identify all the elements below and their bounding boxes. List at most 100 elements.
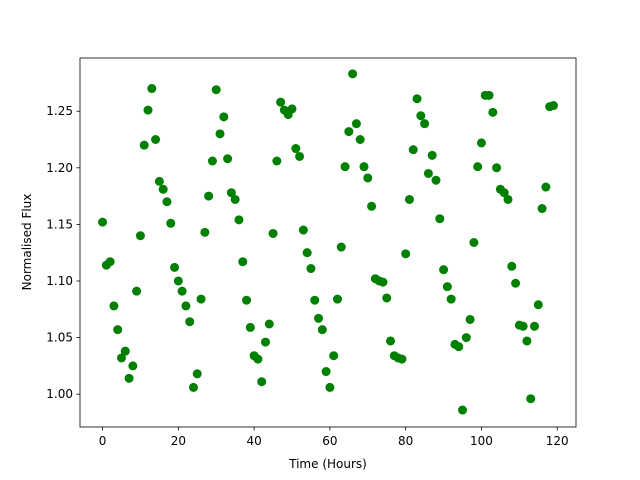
point: [253, 354, 263, 364]
y-tick-label: 1.05: [46, 331, 73, 345]
point: [420, 119, 430, 129]
point: [181, 301, 191, 311]
point: [226, 188, 236, 198]
point: [458, 405, 468, 415]
point: [234, 215, 244, 225]
point: [185, 317, 195, 327]
plot-frame: [79, 57, 577, 428]
point: [238, 257, 248, 267]
point: [317, 325, 327, 335]
point: [147, 84, 157, 94]
point: [264, 319, 274, 329]
point: [348, 69, 358, 79]
point: [276, 97, 286, 107]
point: [511, 278, 521, 288]
point: [124, 373, 134, 383]
point: [295, 151, 305, 161]
point: [461, 333, 471, 343]
point: [211, 85, 221, 95]
point: [162, 197, 172, 207]
point: [355, 134, 365, 144]
point: [245, 322, 255, 332]
point: [344, 127, 354, 137]
x-tick-label: 40: [246, 434, 261, 448]
point: [386, 336, 396, 346]
point: [177, 286, 187, 296]
point: [151, 134, 161, 144]
point: [499, 188, 509, 198]
x-tick-label: 20: [171, 434, 186, 448]
point: [423, 168, 433, 178]
point: [416, 111, 426, 121]
point: [257, 377, 267, 387]
y-axis-label: Normalised Flux: [20, 194, 34, 291]
point: [154, 176, 164, 186]
point: [321, 367, 331, 377]
x-axis-label: Time (Hours): [288, 457, 367, 471]
y-tick-label: 1.00: [46, 387, 73, 401]
point: [306, 264, 316, 274]
point: [484, 90, 494, 100]
point: [351, 119, 361, 129]
point: [454, 342, 464, 352]
point: [541, 182, 551, 192]
point: [272, 156, 282, 166]
point: [530, 321, 540, 331]
point: [310, 295, 320, 305]
x-tick-label: 120: [546, 434, 569, 448]
x-tick-label: 60: [322, 434, 337, 448]
point: [548, 101, 558, 111]
point: [132, 286, 142, 296]
point: [378, 277, 388, 287]
point: [476, 138, 486, 148]
point: [139, 140, 149, 150]
y-tick-label: 1.25: [46, 104, 73, 118]
point: [367, 201, 377, 211]
point: [526, 394, 536, 404]
point: [465, 314, 475, 324]
point: [363, 173, 373, 183]
point: [113, 325, 123, 335]
point: [435, 214, 445, 224]
point: [298, 225, 308, 235]
point: [143, 105, 153, 115]
point: [408, 145, 418, 155]
point: [314, 313, 324, 323]
point: [291, 144, 301, 154]
point: [537, 204, 547, 214]
point: [522, 336, 532, 346]
point: [507, 261, 517, 271]
point: [332, 294, 342, 304]
point: [207, 156, 217, 166]
point: [412, 94, 422, 104]
point: [329, 351, 339, 361]
point: [188, 382, 198, 392]
point: [98, 217, 108, 227]
point: [427, 150, 437, 160]
point: [242, 295, 252, 305]
point: [469, 238, 479, 247]
point: [128, 361, 138, 371]
point: [518, 321, 528, 331]
point: [170, 262, 180, 272]
point: [192, 369, 202, 379]
point: [336, 242, 346, 252]
point: [260, 337, 270, 347]
point: [533, 300, 543, 310]
point: [287, 104, 297, 114]
point: [158, 184, 168, 194]
point: [215, 129, 225, 139]
point: [439, 265, 449, 275]
point: [268, 228, 278, 238]
y-tick-label: 1.15: [46, 217, 73, 231]
point: [116, 353, 126, 363]
x-tick-label: 0: [99, 434, 107, 448]
point: [196, 294, 206, 304]
point: [200, 227, 210, 237]
point: [404, 194, 414, 204]
point: [488, 107, 498, 117]
point: [492, 163, 502, 173]
point: [340, 162, 350, 172]
point: [473, 162, 483, 172]
